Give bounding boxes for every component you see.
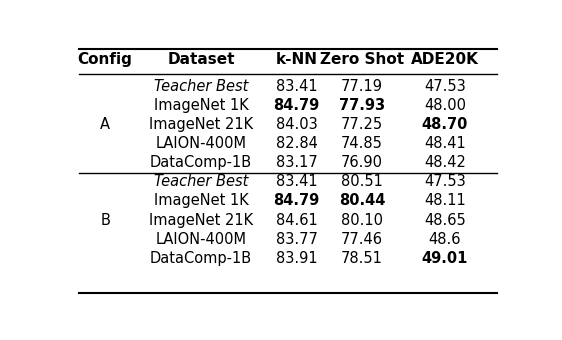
Text: 82.84: 82.84 [276,136,318,151]
Text: 48.65: 48.65 [424,212,466,227]
Text: 78.51: 78.51 [341,251,383,266]
Text: 48.70: 48.70 [422,117,468,132]
Text: 77.46: 77.46 [341,232,383,246]
Text: 77.19: 77.19 [341,79,383,94]
Text: 48.41: 48.41 [424,136,466,151]
Text: DataComp-1B: DataComp-1B [150,155,252,170]
Text: Teacher Best: Teacher Best [154,174,248,189]
Text: LAION-400M: LAION-400M [156,136,246,151]
Text: 84.03: 84.03 [276,117,318,132]
Text: 83.91: 83.91 [276,251,318,266]
Text: Config: Config [78,52,133,67]
Text: Dataset: Dataset [167,52,235,67]
Text: k-NN: k-NN [276,52,318,67]
Text: ADE20K: ADE20K [411,52,479,67]
Text: 83.41: 83.41 [276,174,318,189]
Text: 84.79: 84.79 [274,193,320,208]
Text: A: A [100,117,110,132]
Text: 74.85: 74.85 [341,136,383,151]
Text: 83.17: 83.17 [276,155,318,170]
Text: 80.10: 80.10 [341,212,383,227]
Text: 83.41: 83.41 [276,79,318,94]
Text: ImageNet 21K: ImageNet 21K [149,212,253,227]
Text: 47.53: 47.53 [424,174,466,189]
Text: 77.25: 77.25 [341,117,383,132]
Text: 84.79: 84.79 [274,98,320,113]
Text: 83.77: 83.77 [276,232,318,246]
Text: 48.11: 48.11 [424,193,466,208]
Text: 77.93: 77.93 [339,98,385,113]
Text: 48.00: 48.00 [424,98,466,113]
Text: B: B [100,212,110,227]
Text: 47.53: 47.53 [424,79,466,94]
Text: 80.44: 80.44 [339,193,386,208]
Text: ImageNet 1K: ImageNet 1K [153,193,248,208]
Text: 48.6: 48.6 [429,232,461,246]
Text: ImageNet 1K: ImageNet 1K [153,98,248,113]
Text: 84.61: 84.61 [276,212,318,227]
Text: 49.01: 49.01 [422,251,468,266]
Text: 80.51: 80.51 [341,174,383,189]
Text: 48.42: 48.42 [424,155,466,170]
Text: DataComp-1B: DataComp-1B [150,251,252,266]
Text: Zero Shot: Zero Shot [320,52,404,67]
Text: ImageNet 21K: ImageNet 21K [149,117,253,132]
Text: Teacher Best: Teacher Best [154,79,248,94]
Text: 76.90: 76.90 [341,155,383,170]
Text: LAION-400M: LAION-400M [156,232,246,246]
